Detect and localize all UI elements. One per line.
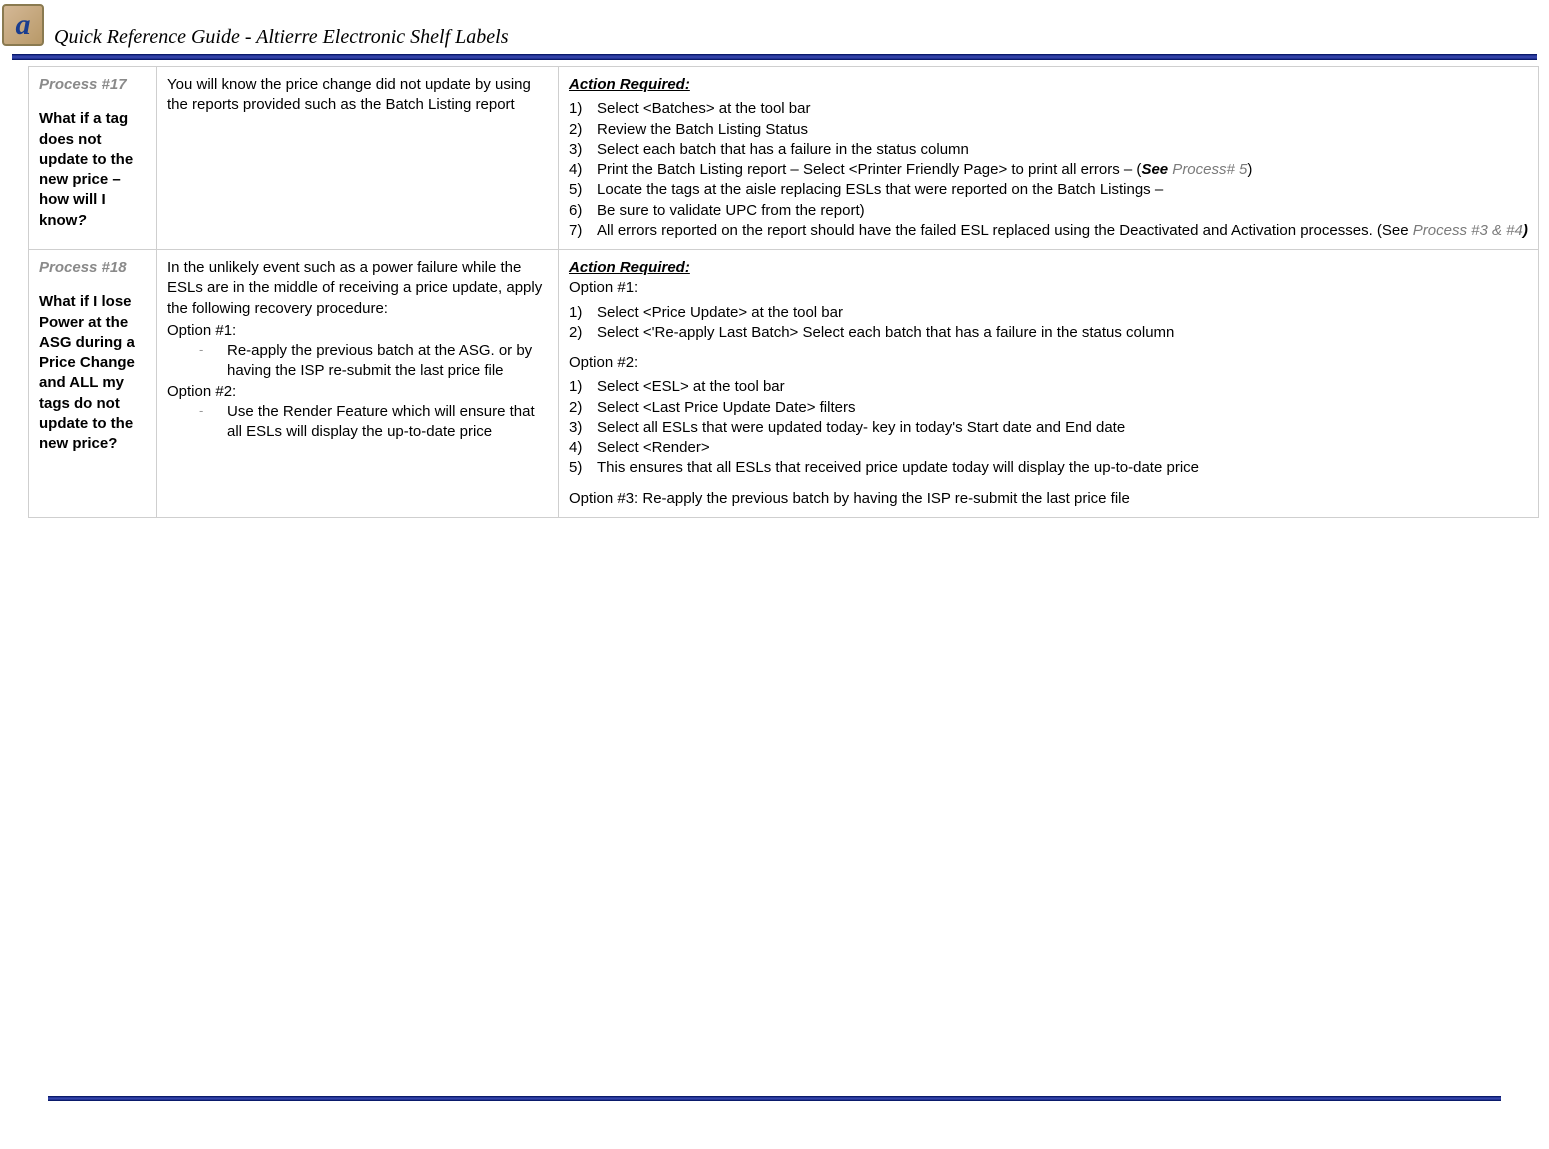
step-text: All errors reported on the report should…	[597, 221, 1528, 241]
step-text-post: )	[1247, 161, 1252, 178]
cell-description: In the unlikely event such as a power fa…	[157, 250, 559, 518]
step-num: 5)	[569, 180, 597, 200]
step-text: Locate the tags at the aisle replacing E…	[597, 180, 1528, 200]
step-text-pre: All errors reported on the report should…	[597, 222, 1413, 239]
cell-process: Process #17 What if a tag does not updat…	[29, 67, 157, 250]
list-item: 2)Select <Last Price Update Date> filter…	[569, 398, 1528, 418]
step-text: Be sure to validate UPC from the report)	[597, 201, 1528, 221]
step-text: Select <Batches> at the tool bar	[597, 99, 1528, 119]
step-num: 4)	[569, 160, 597, 180]
step-text: Select <'Re-apply Last Batch> Select eac…	[597, 323, 1528, 343]
list-item: 2)Select <'Re-apply Last Batch> Select e…	[569, 323, 1528, 343]
step-text: Select each batch that has a failure in …	[597, 140, 1528, 160]
cell-action: Action Required: Option #1: 1)Select <Pr…	[559, 250, 1539, 518]
step-text: Select <Last Price Update Date> filters	[597, 398, 1528, 418]
table-row: Process #18 What if I lose Power at the …	[29, 250, 1539, 518]
list-item: Re-apply the previous batch at the ASG. …	[199, 341, 548, 382]
description-text: You will know the price change did not u…	[167, 75, 548, 116]
list-item: 3)Select all ESLs that were updated toda…	[569, 418, 1528, 438]
step-text: Print the Batch Listing report – Select …	[597, 160, 1528, 180]
list-item: Use the Render Feature which will ensure…	[199, 402, 548, 443]
see-label: See	[1141, 161, 1168, 178]
action-option2-steps: 1)Select <ESL> at the tool bar 2)Select …	[569, 377, 1528, 478]
see-ref: Process# 5	[1168, 161, 1247, 178]
cell-description: You will know the price change did not u…	[157, 67, 559, 250]
action-required-heading: Action Required:	[569, 258, 1528, 278]
action-required-heading: Action Required:	[569, 75, 1528, 95]
step-num: 7)	[569, 221, 597, 241]
list-item: 1)Select <Price Update> at the tool bar	[569, 303, 1528, 323]
list-item: 5)Locate the tags at the aisle replacing…	[569, 180, 1528, 200]
step-num: 1)	[569, 303, 597, 323]
step-num: 2)	[569, 120, 597, 140]
step-num: 5)	[569, 458, 597, 478]
list-item: 7)All errors reported on the report shou…	[569, 221, 1528, 241]
step-num: 3)	[569, 140, 597, 160]
step-text: Review the Batch Listing Status	[597, 120, 1528, 140]
app-logo: a	[2, 4, 44, 46]
step-num: 2)	[569, 323, 597, 343]
step-text: Select all ESLs that were updated today-…	[597, 418, 1528, 438]
step-text: Select <ESL> at the tool bar	[597, 377, 1528, 397]
desc-option2-label: Option #2:	[167, 382, 548, 402]
list-item: 1)Select <ESL> at the tool bar	[569, 377, 1528, 397]
step-text: Select <Render>	[597, 438, 1528, 458]
process-number: Process #17	[39, 76, 127, 93]
cell-process: Process #18 What if I lose Power at the …	[29, 250, 157, 518]
list-item: 1)Select <Batches> at the tool bar	[569, 99, 1528, 119]
action-steps-list: 1)Select <Batches> at the tool bar 2)Rev…	[569, 99, 1528, 241]
closing-paren: )	[1523, 222, 1528, 239]
step-text: This ensures that all ESLs that received…	[597, 458, 1528, 478]
table-row: Process #17 What if a tag does not updat…	[29, 67, 1539, 250]
action-option3-text: Option #3: Re-apply the previous batch b…	[569, 489, 1528, 509]
process-table: Process #17 What if a tag does not updat…	[28, 66, 1539, 518]
list-item: 2)Review the Batch Listing Status	[569, 120, 1528, 140]
desc-option2-list: Use the Render Feature which will ensure…	[167, 402, 548, 443]
page-title: Quick Reference Guide - Altierre Electro…	[54, 26, 508, 49]
description-intro: In the unlikely event such as a power fa…	[167, 258, 548, 319]
step-num: 3)	[569, 418, 597, 438]
step-text-pre: Print the Batch Listing report – Select …	[597, 161, 1141, 178]
step-num: 1)	[569, 377, 597, 397]
list-item: 3)Select each batch that has a failure i…	[569, 140, 1528, 160]
action-option2-label: Option #2:	[569, 353, 1528, 373]
process-title: What if I lose Power at the ASG during a…	[39, 292, 146, 454]
action-option1-label: Option #1:	[569, 278, 1528, 298]
step-text: Select <Price Update> at the tool bar	[597, 303, 1528, 323]
list-item: 5)This ensures that all ESLs that receiv…	[569, 458, 1528, 478]
list-item: 4)Select <Render>	[569, 438, 1528, 458]
list-item: 6)Be sure to validate UPC from the repor…	[569, 201, 1528, 221]
process-number: Process #18	[39, 259, 127, 276]
action-option1-steps: 1)Select <Price Update> at the tool bar …	[569, 303, 1528, 344]
cell-action: Action Required: 1)Select <Batches> at t…	[559, 67, 1539, 250]
desc-option1-list: Re-apply the previous batch at the ASG. …	[167, 341, 548, 382]
step-num: 1)	[569, 99, 597, 119]
header-rule	[12, 54, 1537, 60]
process-title-qmark: ?	[77, 212, 86, 229]
desc-option1-label: Option #1:	[167, 321, 548, 341]
process-title: What if a tag does not update to the new…	[39, 109, 146, 231]
logo-letter: a	[16, 8, 31, 42]
see-ref: Process #3 & #4	[1413, 222, 1523, 239]
step-num: 2)	[569, 398, 597, 418]
step-num: 4)	[569, 438, 597, 458]
step-num: 6)	[569, 201, 597, 221]
list-item: 4)Print the Batch Listing report – Selec…	[569, 160, 1528, 180]
footer-rule	[48, 1096, 1501, 1101]
